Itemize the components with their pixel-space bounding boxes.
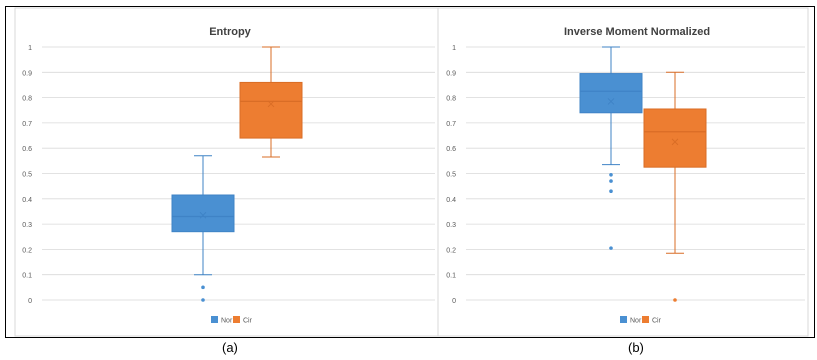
y-tick-label: 0.7 xyxy=(22,121,32,128)
figure-canvas: Entropy 0 0.1 0.2 0.3 0.4 0.5 0.6 0.7 0.8 0.9 1 Nor C… xyxy=(14,7,809,337)
caption-a: (a) xyxy=(222,340,238,355)
y-tick-label: 0.8 xyxy=(22,96,32,103)
y-tick-label: 0.3 xyxy=(22,222,32,229)
y-tick-label: 0.9 xyxy=(446,70,456,77)
legend-swatch xyxy=(620,316,627,323)
y-tick-label: 0.8 xyxy=(446,96,456,103)
y-tick-label: 0 xyxy=(452,298,456,305)
chart-legend: Nor Cir xyxy=(620,316,662,325)
y-tick-label: 0.1 xyxy=(446,273,456,280)
y-tick-label: 0.5 xyxy=(22,172,32,179)
y-tick-label: 0.7 xyxy=(446,121,456,128)
chart-panel-1: Entropy 0 0.1 0.2 0.3 0.4 0.5 0.6 0.7 0.8 0.9 1 Nor C… xyxy=(14,7,439,337)
legend-label: Nor xyxy=(630,318,642,325)
y-tick-label: 0.6 xyxy=(22,146,32,153)
box-iqr xyxy=(239,81,303,139)
y-tick-label: 0.2 xyxy=(22,247,32,254)
box-mean-marker xyxy=(267,100,275,108)
figure-frame xyxy=(5,6,815,338)
legend-label: Cir xyxy=(652,318,662,325)
box-iqr xyxy=(579,73,643,114)
box-series-nor xyxy=(171,155,235,302)
y-tick-label: 0.9 xyxy=(22,70,32,77)
box-series-nor xyxy=(579,46,643,250)
box-iqr xyxy=(643,108,707,168)
box-mean-marker xyxy=(199,211,207,219)
box-outlier-point xyxy=(201,298,205,302)
chart-area-border xyxy=(437,7,809,337)
y-tick-label: 0.4 xyxy=(22,197,32,204)
box-outlier-point xyxy=(609,246,613,250)
box-iqr xyxy=(171,194,235,233)
legend-swatch xyxy=(233,316,240,323)
y-tick-label: 1 xyxy=(28,45,32,52)
box-outlier-point xyxy=(609,179,613,183)
caption-b: (b) xyxy=(628,340,644,355)
box-mean-marker xyxy=(607,98,615,105)
box-outlier-point xyxy=(673,298,677,302)
chart-title: Entropy xyxy=(209,26,251,38)
y-tick-label: 0.5 xyxy=(446,172,456,179)
chart-panel-2: Inverse Moment Normalized 0 0.1 0.2 0.3 0.4 0.… xyxy=(437,7,809,337)
chart-area-border xyxy=(14,7,439,337)
y-tick-label: 0.2 xyxy=(446,247,456,254)
y-tick-label: 0 xyxy=(28,298,32,305)
box-outlier-point xyxy=(609,172,613,177)
box-mean-marker xyxy=(671,138,679,146)
box-outlier-point xyxy=(609,189,613,194)
chart-legend: Nor Cir xyxy=(211,316,253,325)
legend-swatch xyxy=(642,316,649,323)
legend-label: Nor xyxy=(221,318,233,325)
y-tick-label: 0.6 xyxy=(446,146,456,153)
y-tick-label: 1 xyxy=(452,45,456,52)
y-tick-label: 0.3 xyxy=(446,222,456,229)
y-tick-label: 0.1 xyxy=(22,273,32,280)
legend-label: Cir xyxy=(243,318,253,325)
chart-title: Inverse Moment Normalized xyxy=(564,26,710,38)
box-outlier-point xyxy=(201,285,205,290)
legend-swatch xyxy=(211,316,218,323)
box-series-cir xyxy=(643,71,707,302)
y-tick-label: 0.4 xyxy=(446,197,456,204)
box-series-cir xyxy=(239,46,303,158)
